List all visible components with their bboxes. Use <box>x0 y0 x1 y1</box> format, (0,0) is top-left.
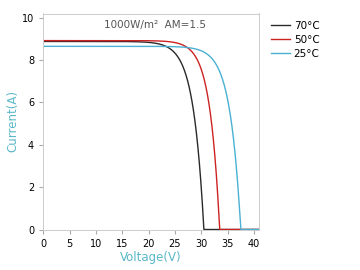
70°C <box>41 40 45 43</box>
50°C <box>135 39 140 42</box>
Line: 70°C: 70°C <box>43 42 265 230</box>
25°C <box>126 45 130 48</box>
70°C <box>66 40 71 43</box>
50°C <box>217 228 222 231</box>
Text: 1000W/m²  AM=1.5: 1000W/m² AM=1.5 <box>104 20 206 30</box>
70°C <box>202 228 206 231</box>
50°C <box>66 39 71 42</box>
Line: 25°C: 25°C <box>43 46 265 229</box>
X-axis label: Voltage(V): Voltage(V) <box>120 251 182 264</box>
70°C <box>234 228 239 231</box>
Line: 50°C: 50°C <box>43 40 265 230</box>
25°C <box>80 45 84 48</box>
50°C <box>126 39 130 42</box>
25°C <box>135 45 140 48</box>
25°C <box>239 228 243 231</box>
70°C <box>258 228 262 231</box>
50°C <box>41 39 45 42</box>
70°C <box>135 40 140 43</box>
Legend: 70°C, 50°C, 25°C: 70°C, 50°C, 25°C <box>269 19 322 61</box>
25°C <box>258 228 262 231</box>
50°C <box>234 228 239 231</box>
25°C <box>41 45 45 48</box>
25°C <box>66 45 71 48</box>
25°C <box>234 165 238 168</box>
70°C <box>262 228 267 231</box>
50°C <box>258 228 262 231</box>
Y-axis label: Current(A): Current(A) <box>6 90 19 153</box>
25°C <box>262 228 267 231</box>
50°C <box>262 228 267 231</box>
70°C <box>80 40 84 43</box>
70°C <box>126 40 130 43</box>
50°C <box>80 39 84 42</box>
